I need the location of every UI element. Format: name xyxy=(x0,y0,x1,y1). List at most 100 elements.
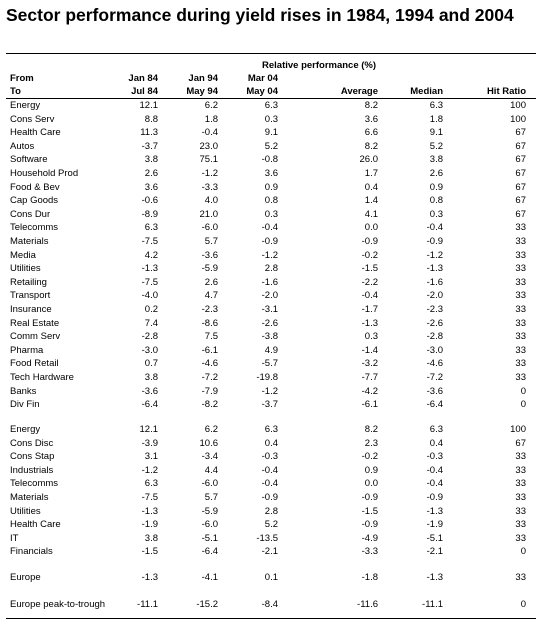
cell: -1.2 xyxy=(141,464,158,476)
cell: 8.2 xyxy=(364,100,378,111)
row-label: Utilities xyxy=(10,505,41,517)
row-label: Software xyxy=(10,154,48,166)
cell: 5.7 xyxy=(204,236,218,247)
cell: 33 xyxy=(515,236,526,247)
cell: 3.8 xyxy=(144,372,158,383)
cell: 100 xyxy=(510,113,526,125)
period-to: Jul 84 xyxy=(131,86,158,97)
cell: -0.6 xyxy=(141,195,158,207)
cell: 67 xyxy=(515,140,526,152)
cell: 33 xyxy=(515,263,526,275)
cell: 1.8 xyxy=(204,113,218,125)
cell: -0.4 xyxy=(261,478,278,490)
cell: -1.2 xyxy=(426,249,443,261)
period-from: Mar 04 xyxy=(247,73,278,84)
cell: -6.0 xyxy=(201,478,218,490)
cell: 33 xyxy=(515,249,526,261)
cell: -15.2 xyxy=(196,599,218,610)
cell: -0.4 xyxy=(261,464,278,476)
cell: -2.2 xyxy=(361,276,378,288)
cell: -5.9 xyxy=(201,505,218,517)
cell: -7.2 xyxy=(426,372,443,383)
cell: -11.1 xyxy=(137,599,158,610)
column-header: Hit Ratio xyxy=(486,86,526,97)
cell: -4.1 xyxy=(201,572,218,583)
cell: 6.3 xyxy=(264,424,278,435)
cell: 5.2 xyxy=(264,140,278,152)
row-label: Telecomms xyxy=(10,222,59,234)
cell: -4.9 xyxy=(361,532,378,544)
cell: 6.3 xyxy=(264,100,278,111)
cell: -0.4 xyxy=(426,222,443,234)
cell: -3.9 xyxy=(141,437,158,449)
cell: -0.4 xyxy=(426,464,443,476)
cell: -4.2 xyxy=(361,385,378,397)
row-label: Cons Dur xyxy=(10,208,51,220)
cell: 33 xyxy=(515,290,526,302)
cell: -1.6 xyxy=(261,276,278,288)
cell: 4.1 xyxy=(364,208,378,220)
cell: 67 xyxy=(515,181,526,193)
row-label: Health Care xyxy=(10,127,61,139)
row-label: Insurance xyxy=(10,304,52,315)
cell: 0.3 xyxy=(264,113,278,125)
cell: 0.9 xyxy=(264,181,278,193)
rule xyxy=(6,618,536,619)
cell: 0.8 xyxy=(429,195,443,207)
row-label: Household Prod xyxy=(10,168,79,179)
cell: 12.1 xyxy=(139,424,159,435)
row-label: Cons Disc xyxy=(10,437,54,449)
row-label: Health Care xyxy=(10,519,61,531)
cell: -5.1 xyxy=(201,532,218,544)
cell: -1.5 xyxy=(141,546,158,558)
cell: -1.6 xyxy=(426,276,443,288)
cell: -1.2 xyxy=(201,168,218,179)
cell: 33 xyxy=(515,331,526,343)
cell: -2.8 xyxy=(426,331,443,343)
cell: 33 xyxy=(515,478,526,490)
cell: -5.1 xyxy=(426,532,443,544)
cell: -0.9 xyxy=(361,236,378,247)
cell: -3.7 xyxy=(141,140,158,152)
cell: 33 xyxy=(515,317,526,329)
cell: -4.6 xyxy=(426,358,443,370)
cell: -2.1 xyxy=(261,546,278,558)
group-header: Relative performance (%) xyxy=(262,60,377,71)
cell: 0.9 xyxy=(429,181,443,193)
cell: -1.3 xyxy=(361,317,378,329)
cell: -6.0 xyxy=(201,519,218,531)
row-label: Materials xyxy=(10,492,49,503)
cell: -1.9 xyxy=(426,519,443,531)
cell: 4.0 xyxy=(204,195,218,207)
cell: -0.2 xyxy=(361,451,378,463)
rule xyxy=(6,98,536,99)
cell: 6.3 xyxy=(144,222,158,234)
cell: -6.1 xyxy=(201,344,218,356)
cell: 0.0 xyxy=(364,478,378,490)
row-label: Financials xyxy=(10,546,53,558)
cell: 9.1 xyxy=(264,127,278,139)
column-header: Average xyxy=(340,86,378,97)
cell: -3.4 xyxy=(201,451,218,463)
cell: 33 xyxy=(515,505,526,517)
cell: -1.9 xyxy=(141,519,158,531)
row-label: Energy xyxy=(10,100,41,111)
cell: 33 xyxy=(515,276,526,288)
cell: 1.4 xyxy=(364,195,378,207)
cell: 4.7 xyxy=(204,290,218,302)
cell: -0.3 xyxy=(261,451,278,463)
cell: 100 xyxy=(510,100,526,111)
cell: -7.2 xyxy=(201,372,218,383)
cell: -2.0 xyxy=(426,290,443,302)
cell: 5.7 xyxy=(204,492,218,503)
cell: -6.0 xyxy=(201,222,218,234)
row-label: Food & Bev xyxy=(10,181,60,193)
cell: 0.3 xyxy=(429,208,443,220)
cell: 2.6 xyxy=(204,276,218,288)
cell: -3.8 xyxy=(261,331,278,343)
row-label: Industrials xyxy=(10,464,54,476)
cell: -8.6 xyxy=(201,317,218,329)
cell: 100 xyxy=(510,424,526,435)
cell: -1.5 xyxy=(361,505,378,517)
